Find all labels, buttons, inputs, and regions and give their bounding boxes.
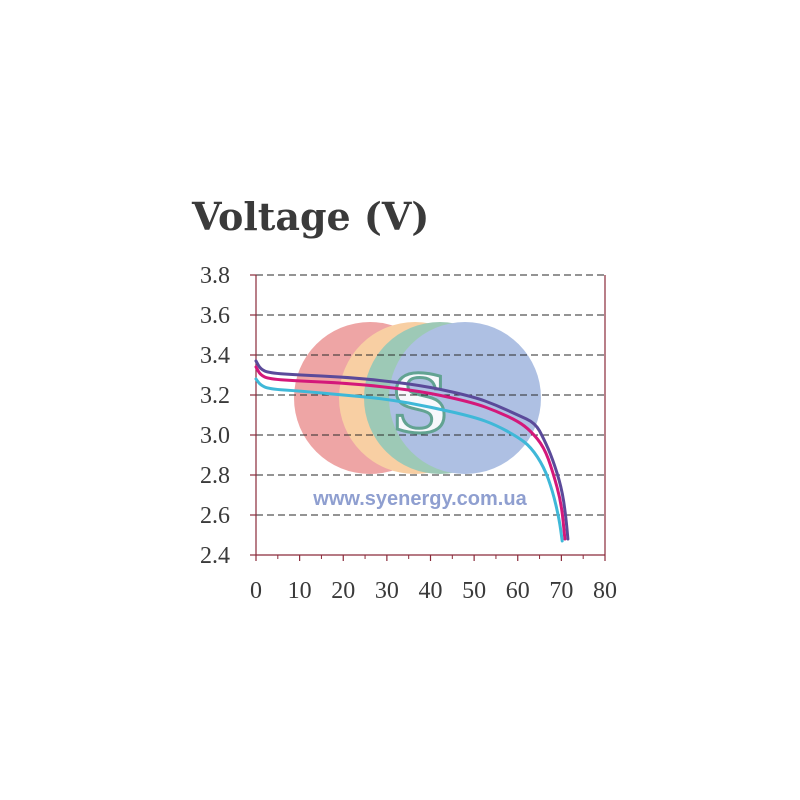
series-line-2 — [254, 365, 567, 541]
x-tick-label: 30 — [375, 578, 399, 604]
watermark-logo — [294, 322, 541, 474]
x-tick-label: 70 — [549, 578, 573, 604]
y-tick-label: 3.6 — [200, 303, 230, 329]
series-lines — [254, 359, 570, 543]
chart-title: Voltage (V) — [191, 194, 429, 239]
x-tick-label: 50 — [462, 578, 486, 604]
y-tick-label: 3.2 — [200, 383, 230, 409]
y-axis-ticks: 2.4 2.6 2.8 3.0 3.2 3.4 3.6 3.8 — [200, 263, 256, 569]
x-tick-label: 10 — [288, 578, 312, 604]
watermark-circle-blue — [389, 322, 541, 474]
x-tick-label: 20 — [331, 578, 355, 604]
x-axis-ticks: 0 10 20 30 40 50 60 70 80 — [250, 555, 617, 604]
watermark-url: www.syenergy.com.ua — [312, 488, 527, 510]
x-tick-label: 40 — [419, 578, 443, 604]
series-line-1 — [254, 359, 570, 541]
x-tick-label: 80 — [593, 578, 617, 604]
x-tick-label: 0 — [250, 578, 262, 604]
y-tick-label: 2.8 — [200, 463, 230, 489]
series-line-3 — [254, 377, 564, 543]
y-tick-label: 2.4 — [200, 543, 230, 569]
y-tick-label: 2.6 — [200, 503, 230, 529]
y-tick-label: 3.8 — [200, 263, 230, 289]
x-tick-label: 60 — [506, 578, 530, 604]
y-tick-label: 3.4 — [200, 343, 230, 369]
y-tick-label: 3.0 — [200, 423, 230, 449]
